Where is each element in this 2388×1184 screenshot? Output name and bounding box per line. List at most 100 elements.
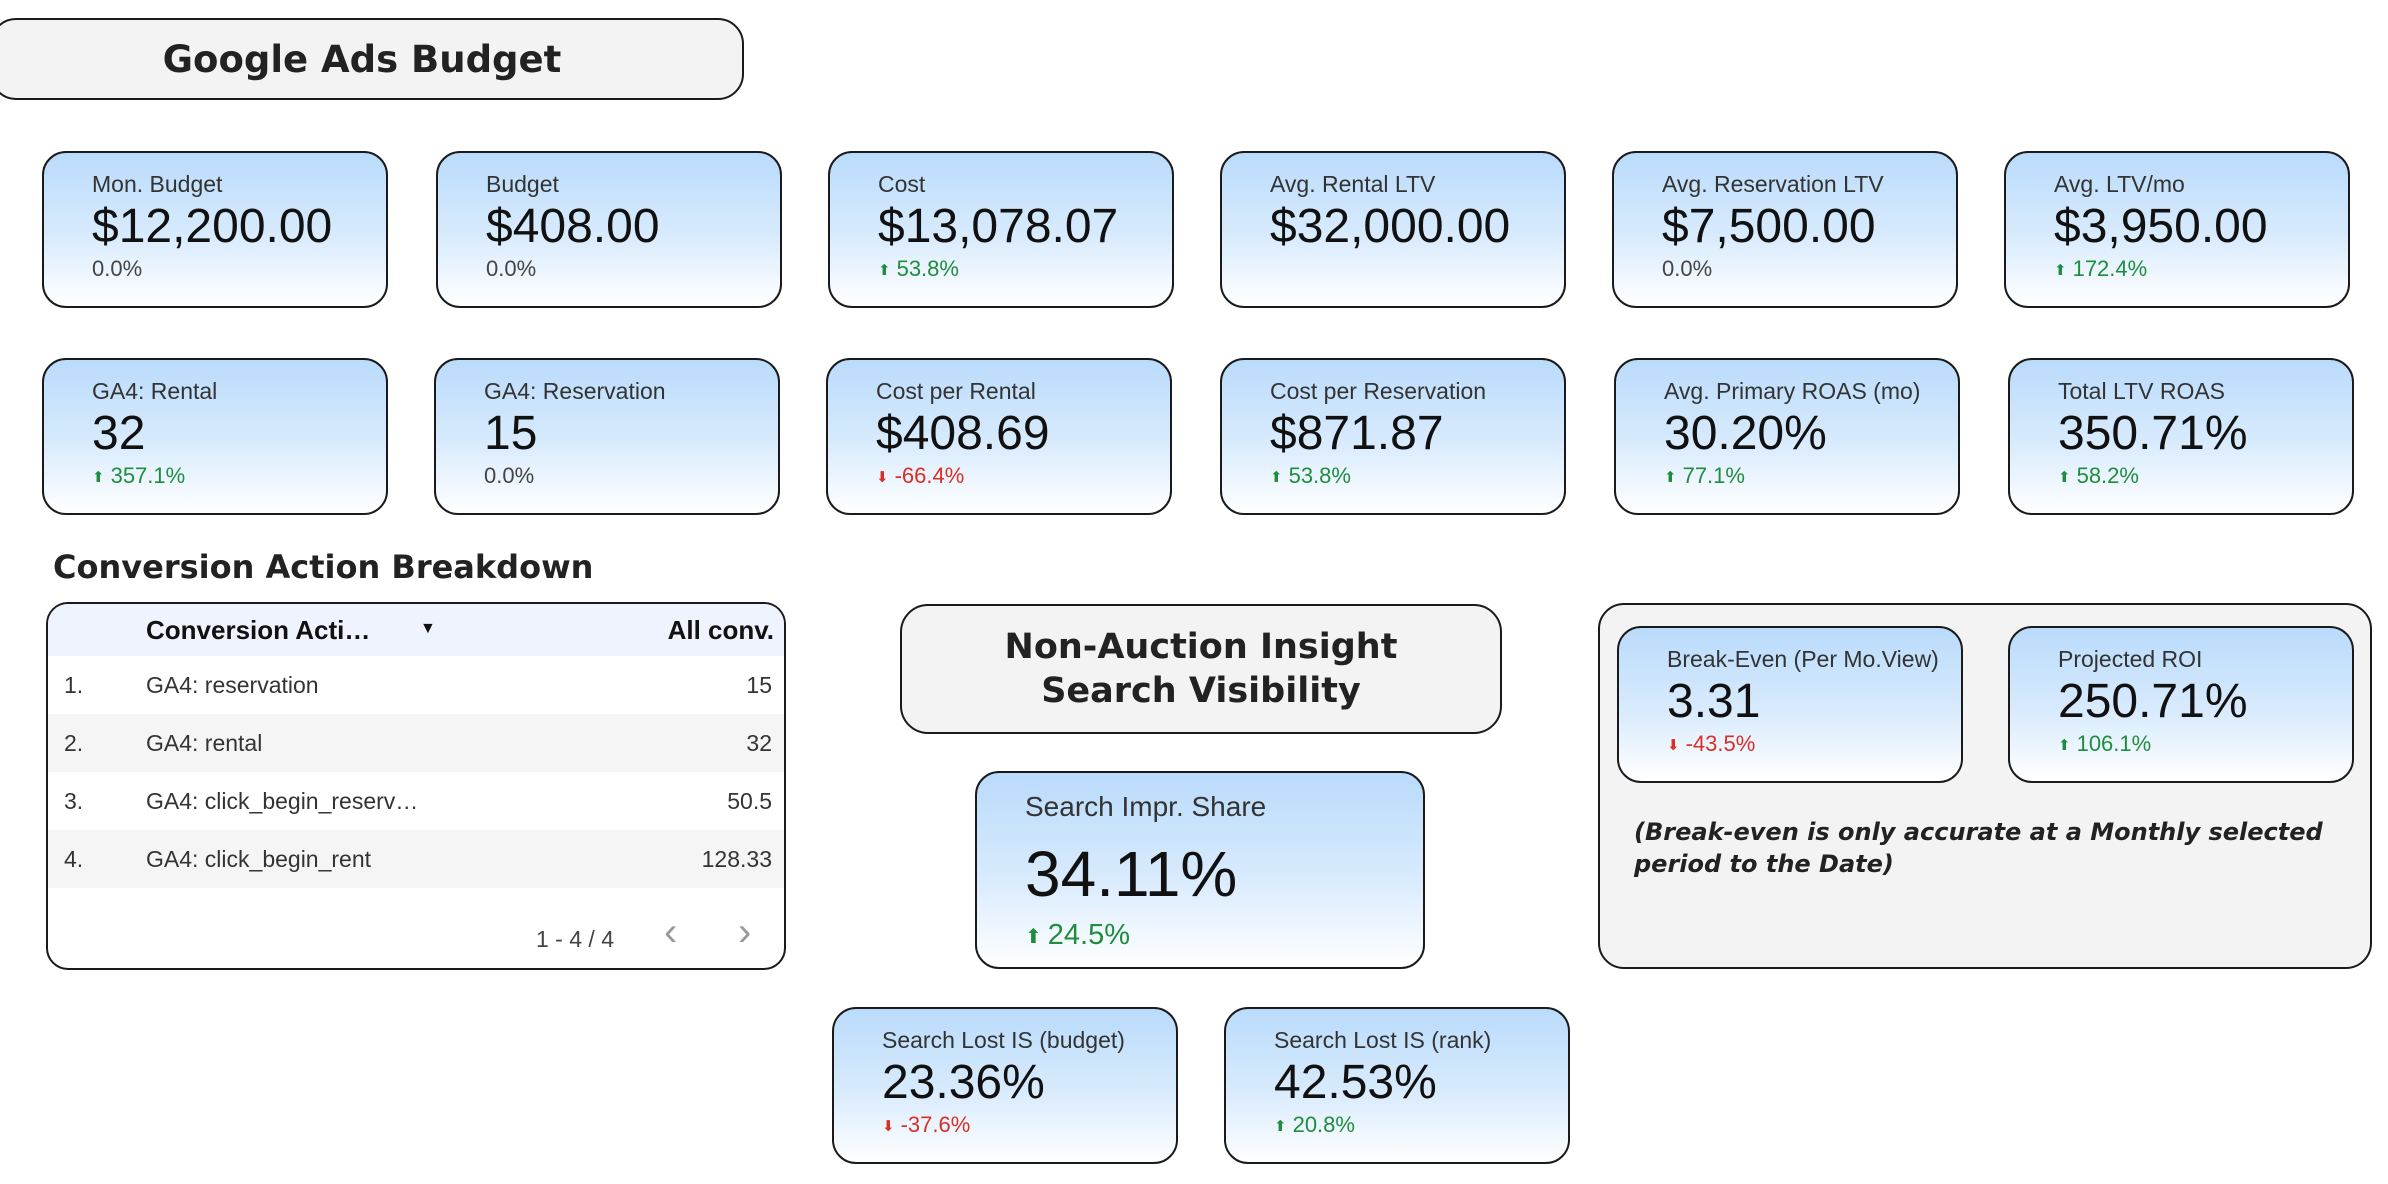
arrow-down-icon: ⬇: [1667, 737, 1680, 754]
kpi-value: $871.87: [1270, 407, 1444, 460]
conversion-section-title: Conversion Action Breakdown: [53, 548, 594, 586]
table-row: 4. GA4: click_begin_rent 128.33: [48, 830, 784, 888]
search-impr-share-card[interactable]: Search Impr. Share 34.11% ⬆ 24.5%: [975, 771, 1425, 969]
kpi-card-avg-reservation-ltv[interactable]: Avg. Reservation LTV $7,500.00 0.0%: [1612, 151, 1958, 308]
kpi-change: ⬆ 106.1%: [2058, 731, 2152, 756]
arrow-down-icon: ⬇: [876, 469, 889, 486]
kpi-label: Search Lost IS (budget): [882, 1027, 1125, 1053]
pagination-label: 1 - 4 / 4: [536, 926, 614, 952]
prev-page-icon[interactable]: ‹: [664, 910, 678, 954]
kpi-label: Cost: [878, 171, 926, 197]
kpi-card-cost-per-rental[interactable]: Cost per Rental $408.69 ⬇ -66.4%: [826, 358, 1172, 515]
table-row: 1. GA4: reservation 15: [48, 656, 784, 714]
kpi-label: Projected ROI: [2058, 646, 2203, 672]
kpi-label: Cost per Reservation: [1270, 378, 1487, 404]
kpi-label: Mon. Budget: [92, 171, 223, 197]
search-lost-is-rank-card[interactable]: Search Lost IS (rank) 42.53% ⬆ 20.8%: [1224, 1007, 1570, 1164]
kpi-value: 30.20%: [1664, 407, 1827, 460]
kpi-change: ⬆ 357.1%: [92, 463, 186, 488]
kpi-card-ga4-rental[interactable]: GA4: Rental 32 ⬆ 357.1%: [42, 358, 388, 515]
kpi-label: GA4: Rental: [92, 378, 218, 404]
kpi-card-budget[interactable]: Budget $408.00 0.0%: [436, 151, 782, 308]
kpi-label: GA4: Reservation: [484, 378, 666, 404]
kpi-card-mon-budget[interactable]: Mon. Budget $12,200.00 0.0%: [42, 151, 388, 308]
kpi-value: $7,500.00: [1662, 200, 1876, 253]
kpi-change: ⬆ 53.8%: [878, 256, 959, 281]
row-index: 4.: [64, 846, 84, 872]
row-index: 3.: [64, 788, 84, 814]
kpi-change: 0.0%: [486, 256, 537, 281]
arrow-up-icon: ⬆: [1270, 469, 1283, 486]
kpi-change: 0.0%: [1662, 256, 1713, 281]
search-lost-is-budget-card[interactable]: Search Lost IS (budget) 23.36% ⬇ -37.6%: [832, 1007, 1178, 1164]
row-name: GA4: click_begin_reserv…: [146, 788, 419, 814]
arrow-up-icon: ⬆: [2058, 469, 2071, 486]
table-row: 3. GA4: click_begin_reserv… 50.5: [48, 772, 784, 830]
kpi-label: Budget: [486, 171, 559, 197]
kpi-value: 23.36%: [882, 1056, 1045, 1109]
arrow-up-icon: ⬆: [1025, 926, 1042, 948]
kpi-card-cost-per-reservation[interactable]: Cost per Reservation $871.87 ⬆ 53.8%: [1220, 358, 1566, 515]
kpi-card-avg-rental-ltv[interactable]: Avg. Rental LTV $32,000.00: [1220, 151, 1566, 308]
kpi-change: ⬆ 24.5%: [1025, 919, 1130, 951]
kpi-change: ⬆ 53.8%: [1270, 463, 1351, 488]
kpi-value: $12,200.00: [92, 200, 333, 253]
arrow-up-icon: ⬆: [92, 469, 105, 486]
row-name: GA4: rental: [146, 730, 263, 756]
kpi-value: 3.31: [1667, 675, 1761, 728]
kpi-label: Total LTV ROAS: [2058, 378, 2226, 404]
kpi-value: $408.69: [876, 407, 1050, 460]
kpi-value: $408.00: [486, 200, 660, 253]
row-name: GA4: click_begin_rent: [146, 846, 372, 872]
non-auction-title: Non-Auction Insight Search Visibility: [900, 604, 1502, 734]
kpi-label: Search Lost IS (rank): [1274, 1027, 1492, 1053]
kpi-value: $3,950.00: [2054, 200, 2268, 253]
arrow-down-icon: ⬇: [882, 1118, 895, 1135]
kpi-card-ga4-reservation[interactable]: GA4: Reservation 15 0.0%: [434, 358, 780, 515]
table-header: Conversion Acti… ▼ All conv.: [48, 604, 784, 656]
kpi-label: Avg. Rental LTV: [1270, 171, 1436, 197]
kpi-change: ⬆ 77.1%: [1664, 463, 1745, 488]
arrow-up-icon: ⬆: [878, 262, 891, 279]
arrow-up-icon: ⬆: [2058, 737, 2071, 754]
row-index: 1.: [64, 672, 84, 698]
kpi-card-avg-ltv-mo[interactable]: Avg. LTV/mo $3,950.00 ⬆ 172.4%: [2004, 151, 2350, 308]
row-value: 15: [746, 672, 772, 698]
break-even-note: (Break-even is only accurate at a Monthl…: [1634, 818, 2323, 878]
break-even-card[interactable]: Break-Even (Per Mo.View) 3.31 ⬇ -43.5%: [1617, 626, 1963, 783]
kpi-label: Search Impr. Share: [1025, 791, 1267, 822]
kpi-value: 34.11%: [1025, 838, 1238, 910]
kpi-change: 0.0%: [484, 463, 535, 488]
kpi-card-cost[interactable]: Cost $13,078.07 ⬆ 53.8%: [828, 151, 1174, 308]
conversion-table: Conversion Acti… ▼ All conv. 1. GA4: res…: [46, 602, 786, 970]
column-header-all-conv[interactable]: All conv.: [667, 615, 774, 645]
kpi-label: Avg. Primary ROAS (mo): [1664, 378, 1921, 404]
kpi-value: 32: [92, 407, 146, 460]
kpi-change: ⬆ 172.4%: [2054, 256, 2148, 281]
kpi-card-avg-primary-roas[interactable]: Avg. Primary ROAS (mo) 30.20% ⬆ 77.1%: [1614, 358, 1960, 515]
row-value: 32: [746, 730, 772, 756]
row-index: 2.: [64, 730, 84, 756]
column-header-conversion-action[interactable]: Conversion Acti…: [146, 615, 371, 645]
arrow-up-icon: ⬆: [2054, 262, 2067, 279]
kpi-value: 42.53%: [1274, 1056, 1437, 1109]
kpi-change: ⬇ -43.5%: [1667, 731, 1756, 756]
kpi-change: ⬆ 20.8%: [1274, 1112, 1355, 1137]
row-value: 128.33: [701, 846, 772, 872]
sort-down-icon[interactable]: ▼: [420, 620, 436, 637]
projected-roi-card[interactable]: Projected ROI 250.71% ⬆ 106.1%: [2008, 626, 2354, 783]
kpi-change: 0.0%: [92, 256, 143, 281]
kpi-card-total-ltv-roas[interactable]: Total LTV ROAS 350.71% ⬆ 58.2%: [2008, 358, 2354, 515]
kpi-change: ⬇ -66.4%: [876, 463, 965, 488]
kpi-value: $13,078.07: [878, 200, 1119, 253]
table-row: 2. GA4: rental 32: [48, 714, 784, 772]
kpi-value: $32,000.00: [1270, 200, 1511, 253]
next-page-icon[interactable]: ›: [738, 910, 752, 954]
kpi-value: 15: [484, 407, 538, 460]
kpi-label: Break-Even (Per Mo.View): [1667, 646, 1939, 672]
arrow-up-icon: ⬆: [1664, 469, 1677, 486]
kpi-value: 250.71%: [2058, 675, 2248, 728]
row-value: 50.5: [727, 788, 772, 814]
arrow-up-icon: ⬆: [1274, 1118, 1287, 1135]
kpi-change: ⬆ 58.2%: [2058, 463, 2139, 488]
